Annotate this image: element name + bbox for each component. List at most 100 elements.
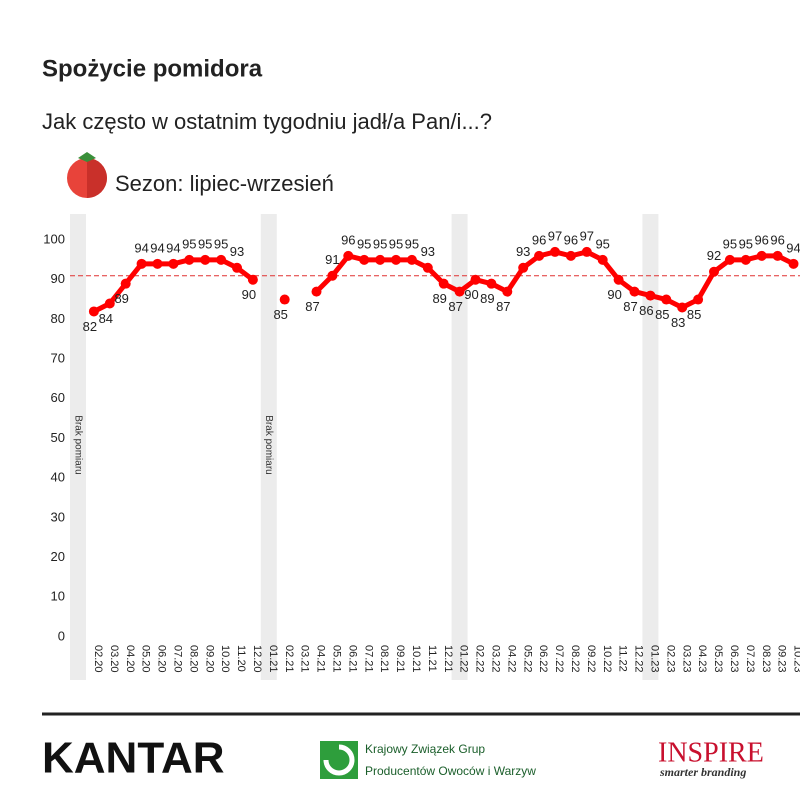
inspire-logo: INSPIRE [658,737,764,768]
x-tick-label: 05.23 [712,645,724,673]
x-tick-label: 11.20 [235,645,247,672]
data-point [693,294,704,305]
data-point [406,254,417,265]
data-point [375,254,386,265]
data-point [136,258,147,269]
data-label: 85 [655,307,669,322]
data-point [454,286,465,297]
y-tick-label: 40 [51,470,65,485]
x-tick-label: 07.20 [171,645,183,673]
y-tick-label: 70 [51,351,65,366]
data-label: 96 [341,232,355,247]
x-tick-label: 04.23 [696,645,708,673]
data-label: 87 [496,299,510,314]
data-point [724,254,735,265]
data-label: 95 [389,236,403,251]
x-tick-label: 06.21 [346,645,358,673]
data-point [565,250,576,261]
x-tick-label: 06.22 [537,645,549,673]
data-label: 95 [373,236,387,251]
data-point [629,286,640,297]
data-label: 94 [166,240,180,255]
data-point [772,250,783,261]
x-tick-label: 04.20 [124,645,136,673]
data-label: 85 [273,307,287,322]
data-label: 95 [723,236,737,251]
kantar-logo: KANTAR [42,734,225,783]
x-tick-label: 08.22 [569,645,581,673]
y-tick-label: 50 [51,430,65,445]
x-tick-label: 09.21 [394,645,406,673]
data-label: 90 [464,287,478,302]
season-label: Sezon: lipiec-wrzesień [115,171,334,196]
x-tick-label: 07.23 [744,645,756,673]
data-point [486,278,497,289]
data-point [422,262,433,273]
x-tick-label: 12.20 [251,645,263,673]
x-tick-label: 02.23 [664,645,676,673]
data-label: 91 [325,252,339,267]
data-point [550,246,560,257]
data-point [661,294,672,305]
data-point [581,246,592,257]
x-tick-label: 04.22 [505,645,517,673]
x-tick-label: 02.21 [283,645,295,673]
data-point [200,254,211,265]
x-tick-label: 10.21 [410,645,422,673]
data-label: 89 [432,291,446,306]
x-tick-label: 08.23 [760,645,772,673]
x-tick-label: 02.22 [474,645,486,673]
kzg-text: Krajowy Związek Grup [365,742,485,756]
x-tick-label: 09.22 [585,645,597,673]
data-point [279,294,290,305]
x-tick-label: 03.21 [299,645,311,673]
data-label: 87 [305,299,319,314]
y-tick-label: 90 [51,271,65,286]
data-point [343,250,354,261]
x-tick-label: 01.22 [458,645,470,673]
data-point [645,290,656,301]
data-point [502,286,513,297]
data-label: 90 [242,287,256,302]
annotation: Brak pomiaru [72,415,83,474]
data-point [88,306,99,317]
data-point [438,278,449,289]
y-tick-label: 100 [43,231,65,246]
data-label: 84 [99,311,113,326]
x-tick-label: 05.20 [140,645,152,673]
season-band [642,214,659,680]
data-point [518,262,529,273]
x-tick-label: 09.23 [776,645,788,673]
data-label: 83 [671,315,685,330]
data-label: 96 [532,232,546,247]
data-label: 95 [405,236,419,251]
data-label: 87 [448,299,462,314]
data-point [168,258,179,269]
annotation: Brak pomiaru [263,415,274,474]
data-point [470,274,481,285]
season-band [260,214,277,680]
season-band [451,214,468,680]
y-tick-label: 60 [51,390,65,405]
tomato-icon [67,152,107,198]
subtitle: Jak często w ostatnim tygodniu jadł/a Pa… [42,109,492,134]
x-tick-label: 07.21 [362,645,374,673]
y-tick-label: 20 [51,549,65,564]
x-tick-label: 04.21 [315,645,327,673]
y-tick-label: 80 [51,311,65,326]
data-label: 95 [214,236,228,251]
data-point [247,274,258,285]
x-tick-label: 10.22 [601,645,613,673]
data-label: 97 [580,228,594,243]
data-label: 92 [707,248,721,263]
x-tick-label: 11.22 [617,645,629,672]
data-point [756,250,767,261]
data-label: 95 [595,236,609,251]
data-label: 95 [357,236,371,251]
data-label: 93 [516,244,530,259]
x-tick-label: 05.22 [521,645,533,673]
y-tick-label: 0 [58,628,65,643]
data-point [216,254,227,265]
